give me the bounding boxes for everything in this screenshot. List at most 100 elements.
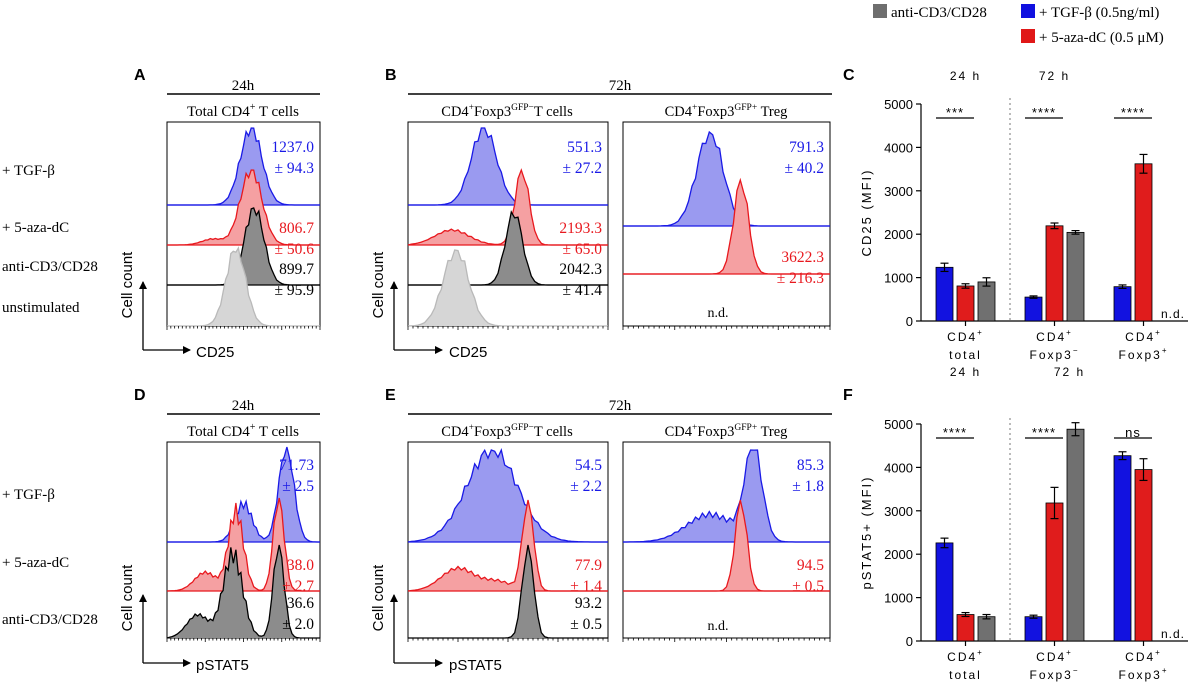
y-tick-label: 1000	[884, 591, 913, 606]
sig-label-0: ****	[943, 425, 967, 440]
bar-1-2	[1066, 428, 1085, 642]
histogram-panel-d: 71.73 ± 2.5 38.0 ± 2.736.6 ± 2.0	[166, 441, 321, 642]
group-label-line1-1: CD4+	[1036, 328, 1073, 344]
bar-1-0	[1024, 616, 1043, 642]
legend-swatch-anti	[873, 4, 887, 18]
stat-sd-tgf: ± 2.5	[282, 478, 314, 495]
sig-label-1: ****	[1032, 105, 1056, 120]
group-label-line1-2: CD4+	[1125, 328, 1162, 344]
stat-value-tgf: 791.3	[789, 139, 824, 156]
stat-value-aza: 3622.3	[781, 249, 824, 266]
group-label-line3-0: 24 h	[950, 365, 981, 379]
legend: anti-CD3/CD28 + TGF-β (0.5ng/ml) + 5-aza…	[873, 4, 1164, 46]
stat-sd-anti: ± 2.0	[282, 616, 314, 633]
bar-2-0	[1113, 455, 1132, 642]
stat-sd-anti: ± 41.4	[562, 282, 602, 299]
stat-value-anti: 93.2	[575, 595, 602, 612]
group-label-line1-0: CD4+	[947, 328, 984, 344]
hist-unstim	[167, 246, 320, 327]
panel-d-time: 24h	[232, 398, 255, 414]
axis-arrows-e	[390, 594, 443, 667]
hist-tgf-fill	[167, 128, 320, 205]
y-tick-label: 5000	[884, 97, 913, 112]
bar-1-2	[1066, 231, 1085, 322]
hist-tgf-fill	[408, 450, 608, 542]
hist-aza-fill	[408, 500, 608, 591]
panel-b2-subset: CD4+Foxp3GFP+ Treg	[665, 103, 788, 120]
panel-letter-c: C	[843, 67, 855, 84]
stat-value-anti: 2042.3	[559, 261, 602, 278]
histogram-panel-e1: 54.5 ± 2.2 77.9 ± 1.493.2 ± 0.5	[407, 441, 609, 642]
group-label-line2-1: Foxp3−	[1029, 666, 1079, 682]
x-minor-ticks	[622, 638, 831, 642]
hist-aza	[623, 499, 830, 592]
hist-anti-fill	[408, 212, 608, 285]
row-label-tgf-top: + TGF-β	[2, 163, 55, 179]
stat-sd-anti: ± 95.9	[274, 282, 314, 299]
stat-sd-tgf: ± 40.2	[784, 160, 824, 177]
stat-value-anti: 899.7	[279, 261, 314, 278]
stat-sd-aza: ± 1.4	[570, 578, 602, 595]
y-tick-label: 4000	[884, 460, 913, 475]
bar-2-0	[1113, 286, 1132, 322]
group-label-line2-2: Foxp3+	[1118, 666, 1168, 682]
panel-b1-subset: CD4+Foxp3GFP−T cells	[441, 103, 573, 120]
bar-nd-2: n.d.	[1161, 307, 1185, 321]
stat-sd-tgf: ± 27.2	[562, 160, 602, 177]
bar-0-2	[977, 281, 996, 322]
stat-sd-tgf: ± 94.3	[274, 160, 314, 177]
axis-label-cd25-b: CD25	[449, 344, 487, 361]
y-tick-label: 3000	[884, 184, 913, 199]
group-label-line1-0: CD4+	[947, 648, 984, 664]
axis-label-pstat5-d: pSTAT5	[196, 657, 249, 674]
panel-b-time: 72h	[609, 78, 632, 94]
bar-0-1	[956, 614, 975, 642]
bar-0-0	[935, 266, 954, 322]
hist-anti	[408, 544, 608, 639]
panel-letter-e: E	[385, 387, 396, 404]
bar-1-0	[1024, 296, 1043, 322]
hist-unstim-fill	[167, 248, 320, 326]
legend-label-tgf: + TGF-β (0.5ng/ml)	[1039, 5, 1159, 21]
y-tick-label: 1000	[884, 271, 913, 286]
histogram-panel-b1: 551.3 ± 27.2 2193.3 ± 65.0 2042.3 ± 41.4	[407, 121, 609, 330]
histogram-panel-e2: 85.3 ± 1.8 94.5 ± 0.5	[622, 441, 831, 642]
stat-value-tgf: 85.3	[797, 457, 824, 474]
panel-letter-b: B	[385, 67, 397, 84]
bar-2-1	[1134, 163, 1153, 322]
hist-unstim-outline	[167, 246, 320, 327]
stat-value-aza: 2193.3	[559, 220, 602, 237]
stat-value-tgf: 71.73	[279, 457, 314, 474]
histogram-panel-a: 1237.0 ± 94.3 806.7 ± 50.6 899.7 ± 95.9	[166, 121, 321, 330]
row-label-tgf-bottom: + TGF-β	[2, 487, 55, 503]
axis-arrows-d	[139, 594, 191, 667]
axis-label-cellcount-d: Cell count	[119, 564, 136, 632]
x-minor-ticks	[622, 326, 831, 330]
legend-swatch-aza	[1021, 29, 1035, 43]
axis-label-cellcount-b: Cell count	[370, 251, 387, 319]
row-label-aza-top: + 5-aza-dC	[2, 220, 69, 236]
hist-tgf-fill	[623, 132, 830, 226]
time-label-24h: 24 h	[950, 69, 981, 83]
sig-label-2: ns	[1125, 425, 1141, 440]
bar-chart-c: 0 1000 2000 3000 4000 5000 CD25 (MFI) *** CD4+ to…	[859, 69, 1188, 379]
hist-anti-outline	[408, 544, 608, 639]
group-label-line3-1: 72 h	[1054, 365, 1085, 379]
axis-arrows-a	[139, 281, 191, 354]
axis-label-cd25-a: CD25	[196, 344, 234, 361]
group-label-line1-1: CD4+	[1036, 648, 1073, 664]
group-label-line2-1: Foxp3−	[1029, 346, 1079, 362]
panel-e-time: 72h	[609, 398, 632, 414]
y-tick-label: 0	[906, 314, 913, 329]
stat-value-aza: 806.7	[279, 220, 314, 237]
stat-sd-aza: ± 50.6	[274, 241, 314, 258]
panel-a-time: 24h	[232, 78, 255, 94]
stat-sd-aza: ± 216.3	[777, 270, 825, 287]
bar-2-1	[1134, 469, 1153, 642]
panel-letter-f: F	[843, 387, 853, 404]
hist-unstim-fill	[408, 250, 608, 326]
hist-aza-fill	[167, 170, 320, 245]
hist-tgf	[623, 449, 830, 543]
bar-chart-f: 0 1000 2000 3000 4000 5000 pSTAT5+ (MFI) **** CD…	[859, 417, 1188, 682]
histogram-panel-b2: 791.3 ± 40.2 3622.3 ± 216.3	[622, 121, 831, 330]
